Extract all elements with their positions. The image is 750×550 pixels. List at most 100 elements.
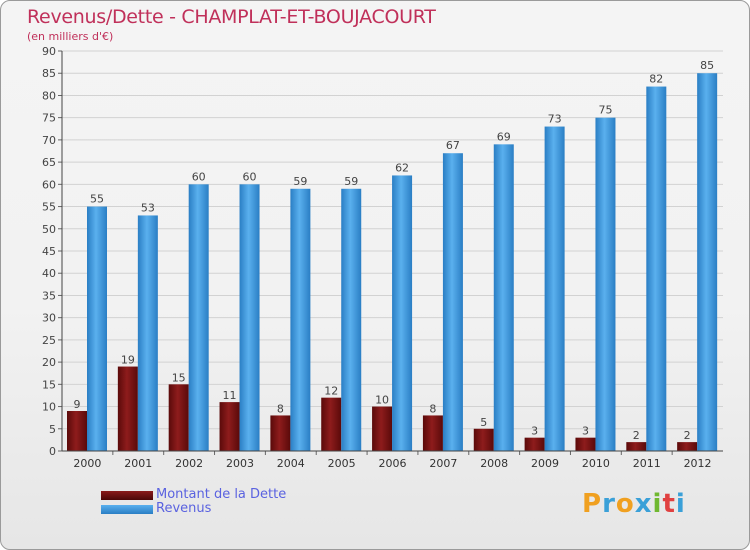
y-tick-label: 60 [42, 178, 56, 191]
data-label-dette: 15 [172, 371, 186, 384]
bar-dette [67, 411, 87, 451]
legend-swatch-revenus [101, 504, 153, 514]
data-label-dette: 8 [277, 402, 284, 415]
bar-revenus [239, 184, 260, 452]
data-label-revenus: 60 [243, 170, 257, 183]
bar-revenus [137, 215, 158, 451]
data-label-revenus: 67 [446, 139, 460, 152]
y-tick-label: 55 [42, 201, 56, 214]
x-tick-label: 2011 [633, 457, 661, 470]
x-tick-label: 2006 [379, 457, 407, 470]
y-tick-label: 35 [42, 289, 56, 302]
logo-letter: x [634, 489, 653, 519]
data-label-revenus: 62 [395, 161, 409, 174]
bar-dette [473, 428, 494, 451]
bar-revenus [544, 126, 565, 452]
bar-revenus [87, 206, 107, 451]
data-label-revenus: 73 [548, 113, 562, 126]
data-label-revenus: 82 [649, 73, 663, 86]
x-tick-label: 2000 [73, 457, 101, 470]
y-tick-label: 15 [42, 378, 56, 391]
data-label-dette: 10 [375, 394, 389, 407]
bar-revenus [493, 144, 514, 452]
logo-letter: i [675, 489, 686, 519]
x-tick-label: 2003 [226, 457, 254, 470]
bar-revenus [442, 153, 463, 451]
bar-dette [575, 437, 596, 451]
data-label-dette: 12 [324, 385, 338, 398]
bar-revenus [697, 73, 718, 451]
data-label-dette: 5 [480, 416, 487, 429]
logo-letter: P [582, 489, 603, 519]
x-tick-label: 2008 [480, 457, 508, 470]
x-tick-label: 2009 [531, 457, 559, 470]
bar-revenus [188, 184, 209, 452]
bar-revenus [341, 188, 362, 451]
y-tick-label: 20 [42, 356, 56, 369]
data-label-dette: 9 [74, 398, 81, 411]
data-label-revenus: 60 [192, 170, 206, 183]
bar-dette [677, 442, 698, 451]
data-label-revenus: 69 [497, 130, 511, 143]
y-tick-label: 90 [42, 45, 56, 58]
bar-dette [372, 406, 393, 451]
y-tick-label: 50 [42, 223, 56, 236]
bar-dette [524, 437, 545, 451]
data-label-revenus: 53 [141, 201, 155, 214]
bar-dette [422, 415, 443, 451]
legend-swatch-dette [101, 490, 153, 500]
logo-letter: r [602, 489, 616, 519]
y-tick-label: 10 [42, 401, 56, 414]
data-label-dette: 3 [582, 425, 589, 438]
chart-subtitle: (en milliers d'€) [27, 30, 114, 43]
y-tick-label: 25 [42, 334, 56, 347]
data-label-revenus: 59 [344, 175, 358, 188]
chart-title: Revenus/Dette - CHAMPLAT-ET-BOUJACOURT [27, 6, 436, 28]
y-tick-label: 30 [42, 312, 56, 325]
bar-revenus [646, 86, 667, 452]
bar-revenus [290, 188, 311, 451]
x-tick-label: 2002 [175, 457, 203, 470]
bar-dette [117, 366, 138, 451]
y-tick-label: 40 [42, 267, 56, 280]
bar-dette [219, 402, 240, 451]
data-label-revenus: 55 [90, 193, 104, 206]
y-tick-label: 85 [42, 67, 56, 80]
x-tick-label: 2007 [429, 457, 457, 470]
data-label-dette: 19 [121, 354, 135, 367]
x-tick-label: 2004 [277, 457, 305, 470]
legend-item-revenus: Revenus [101, 502, 286, 516]
logo-letter: i [652, 489, 663, 519]
y-tick-label: 45 [42, 245, 56, 258]
y-tick-label: 70 [42, 134, 56, 147]
data-label-dette: 11 [223, 389, 237, 402]
bar-dette [168, 384, 189, 451]
bar-dette [321, 397, 342, 451]
bar-revenus [595, 117, 616, 452]
proxiti-logo: Proxiti [582, 489, 686, 519]
y-tick-label: 80 [42, 89, 56, 102]
data-label-revenus: 85 [700, 59, 714, 72]
bar-dette [626, 442, 647, 451]
legend-item-dette: Montant de la Dette [101, 488, 286, 502]
legend: Montant de la Dette Revenus [101, 488, 286, 516]
y-tick-label: 5 [49, 423, 56, 436]
legend-label-dette: Montant de la Dette [156, 487, 287, 502]
data-label-dette: 3 [531, 425, 538, 438]
x-tick-label: 2005 [328, 457, 356, 470]
x-tick-label: 2001 [124, 457, 152, 470]
data-label-dette: 2 [684, 429, 691, 442]
data-label-revenus: 59 [293, 175, 307, 188]
x-tick-label: 2012 [684, 457, 712, 470]
data-label-dette: 2 [633, 429, 640, 442]
logo-letter: o [615, 489, 635, 519]
y-tick-label: 75 [42, 112, 56, 125]
x-tick-label: 2010 [582, 457, 610, 470]
data-label-dette: 8 [429, 402, 436, 415]
data-label-revenus: 75 [598, 104, 612, 117]
bar-revenus [392, 175, 413, 451]
y-tick-label: 0 [49, 445, 56, 458]
legend-label-revenus: Revenus [156, 501, 212, 516]
